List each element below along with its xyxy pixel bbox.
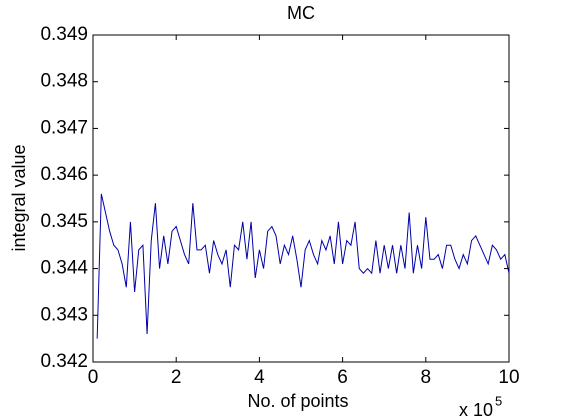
y-tick-label: 0.349 xyxy=(40,24,88,45)
y-tick-label: 0.348 xyxy=(40,71,88,92)
x-axis-label: No. of points xyxy=(247,391,348,411)
x-tick-label: 4 xyxy=(254,367,265,388)
y-axis-label: integral value xyxy=(9,144,29,251)
chart-title: MC xyxy=(287,3,315,23)
x-multiplier: x 10 xyxy=(459,400,493,420)
x-tick-label: 6 xyxy=(337,367,348,388)
x-tick-label: 2 xyxy=(171,367,182,388)
x-multiplier-exponent: 5 xyxy=(495,393,502,408)
x-tick-label: 8 xyxy=(421,367,432,388)
y-tick-label: 0.347 xyxy=(40,117,88,138)
y-tick-label: 0.344 xyxy=(40,258,88,279)
x-tick-label: 10 xyxy=(498,367,519,388)
x-tick-label: 0 xyxy=(88,367,99,388)
plot-area xyxy=(92,34,510,363)
y-tick-label: 0.342 xyxy=(40,351,88,372)
y-tick-label: 0.343 xyxy=(40,304,88,325)
y-tick-label: 0.346 xyxy=(40,164,88,185)
data-line xyxy=(96,193,510,339)
y-tick-label: 0.345 xyxy=(40,211,88,232)
